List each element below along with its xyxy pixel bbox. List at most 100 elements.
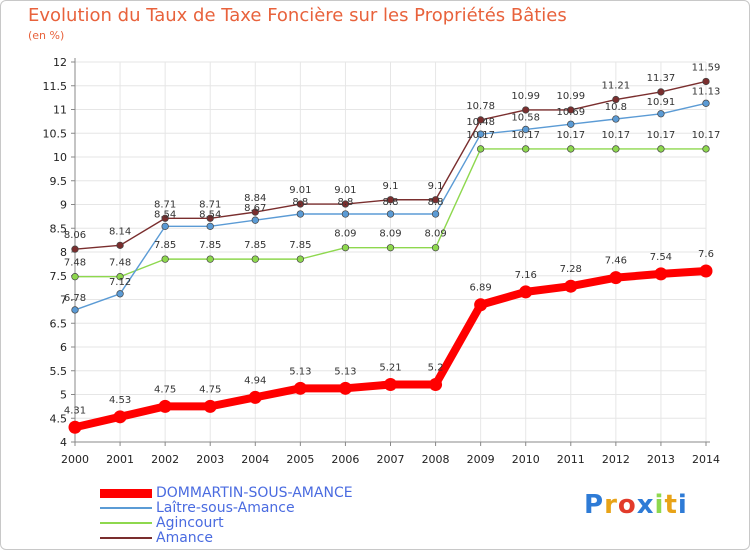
x-tick-label: 2014 (692, 453, 720, 466)
data-point-2 (476, 145, 485, 153)
data-label-3: 9.1 (428, 181, 444, 192)
data-point-1 (386, 210, 395, 218)
data-point-0 (248, 390, 262, 404)
data-point-2 (567, 145, 575, 153)
data-label-0: 7.16 (515, 270, 537, 281)
y-tick-label: 6.5 (50, 317, 68, 330)
data-label-2: 7.48 (64, 258, 86, 269)
legend-swatch (100, 488, 152, 498)
data-label-0: 4.53 (109, 395, 131, 406)
logo-letter: x (636, 490, 655, 520)
data-label-0: 5.21 (379, 363, 401, 374)
x-tick-label: 2002 (151, 453, 179, 466)
data-label-0: 5.2 (428, 363, 444, 374)
data-point-1 (296, 210, 305, 218)
data-label-0: 4.75 (199, 384, 221, 395)
data-label-3: 11.59 (692, 62, 721, 73)
data-label-3: 8.71 (199, 199, 221, 210)
data-point-2 (341, 244, 350, 252)
data-label-2: 10.17 (466, 130, 495, 141)
data-label-3: 10.99 (556, 91, 585, 102)
data-point-1 (612, 115, 620, 123)
data-point-0 (429, 378, 443, 392)
data-point-1 (567, 120, 575, 128)
x-tick-label: 2005 (286, 453, 314, 466)
data-label-2: 7.85 (289, 240, 311, 251)
data-point-2 (657, 145, 665, 153)
x-tick-label: 2010 (512, 453, 540, 466)
data-point-0 (474, 298, 488, 312)
data-label-1: 10.58 (511, 112, 540, 123)
data-point-2 (71, 273, 79, 281)
data-point-1 (702, 99, 710, 107)
legend-item-2: Agincourt (100, 515, 224, 531)
data-label-2: 10.17 (692, 130, 721, 141)
legend-item-3: Amance (100, 530, 213, 546)
x-tick-label: 2007 (377, 453, 405, 466)
data-point-1 (476, 130, 485, 138)
y-tick-label: 6 (60, 341, 67, 354)
data-label-2: 8.09 (334, 229, 356, 240)
data-label-2: 8.09 (424, 229, 446, 240)
legend-label: Laître-sous-Amance (156, 500, 295, 516)
x-tick-label: 2000 (61, 453, 89, 466)
y-tick-label: 11 (53, 104, 67, 117)
data-label-1: 8.54 (154, 209, 176, 220)
data-label-1: 7.12 (109, 277, 131, 288)
data-point-3 (567, 106, 575, 114)
data-label-0: 7.28 (560, 264, 582, 275)
data-label-0: 4.75 (154, 384, 176, 395)
y-tick-label: 5.5 (50, 365, 68, 378)
data-label-2: 8.09 (379, 229, 401, 240)
legend-label: Amance (156, 530, 213, 546)
data-point-0 (203, 399, 217, 413)
data-label-0: 7.46 (605, 256, 627, 267)
proxiti-logo: Proxiti (584, 490, 688, 520)
data-label-3: 8.84 (244, 193, 266, 204)
data-label-0: 6.89 (470, 283, 492, 294)
data-label-2: 10.17 (602, 130, 631, 141)
data-label-0: 4.94 (244, 375, 266, 386)
data-label-2: 10.17 (511, 130, 540, 141)
data-point-2 (296, 255, 305, 263)
data-label-2: 10.17 (556, 130, 585, 141)
data-label-2: 7.85 (199, 240, 221, 251)
data-label-0: 7.54 (650, 252, 672, 263)
data-label-1: 8.54 (199, 209, 221, 220)
data-point-1 (251, 216, 259, 224)
y-tick-label: 5 (60, 389, 67, 402)
data-label-1: 8.8 (337, 197, 353, 208)
y-tick-label: 11.5 (43, 80, 68, 93)
data-point-0 (338, 381, 352, 395)
legend-item-1: Laître-sous-Amance (100, 500, 295, 516)
data-point-3 (206, 214, 214, 222)
data-point-2 (161, 255, 169, 263)
data-label-0: 4.31 (64, 405, 86, 416)
y-tick-label: 9 (60, 199, 67, 212)
data-label-2: 7.48 (109, 258, 131, 269)
data-point-3 (431, 196, 440, 204)
x-tick-label: 2008 (422, 453, 450, 466)
data-point-2 (386, 244, 395, 252)
data-label-2: 7.85 (244, 240, 266, 251)
x-tick-label: 2004 (241, 453, 269, 466)
data-point-3 (702, 77, 710, 86)
x-tick-label: 2012 (602, 453, 630, 466)
data-point-0 (699, 264, 713, 278)
data-point-3 (161, 214, 169, 222)
data-point-3 (386, 196, 395, 204)
data-label-3: 8.14 (109, 226, 131, 237)
legend-label: DOMMARTIN-SOUS-AMANCE (156, 485, 353, 501)
data-point-1 (206, 222, 214, 231)
chart-title: Evolution du Taux de Taxe Foncière sur l… (28, 5, 567, 26)
logo-letter: o (617, 490, 637, 520)
data-label-1: 10.48 (466, 117, 495, 128)
data-point-0 (113, 410, 127, 424)
data-point-0 (654, 267, 668, 281)
logo-letter: r (604, 490, 618, 520)
data-label-1: 8.8 (383, 197, 399, 208)
data-label-3: 11.21 (602, 81, 631, 92)
data-point-3 (476, 116, 485, 124)
data-point-1 (71, 306, 79, 314)
y-tick-label: 9.5 (50, 175, 68, 188)
